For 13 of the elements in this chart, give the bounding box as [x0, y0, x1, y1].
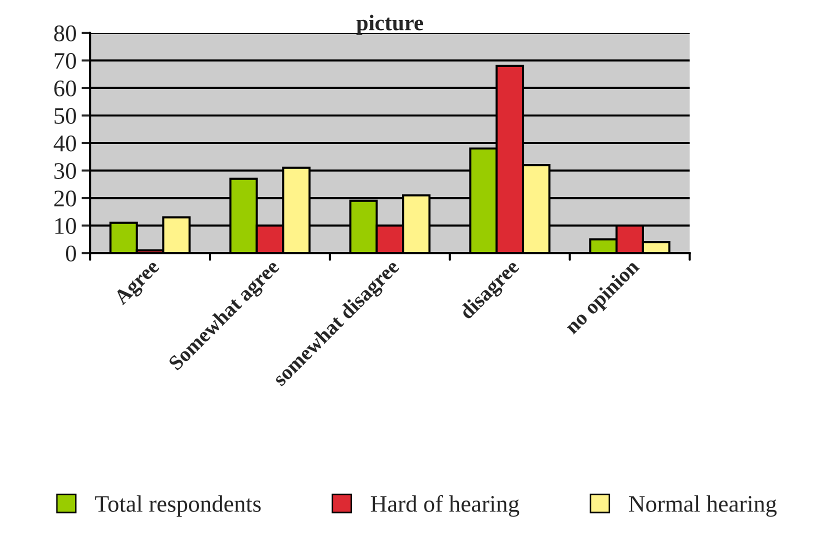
legend-label: Normal hearing	[628, 495, 777, 517]
y-tick-label: 40	[54, 136, 76, 152]
legend-label: Hard of hearing	[370, 495, 520, 517]
y-tick-label: 60	[54, 80, 76, 96]
legend-label: Total respondents	[95, 495, 261, 517]
y-tick-label: 50	[54, 108, 76, 124]
chart-title: picture	[356, 14, 424, 35]
y-tick-label: 80	[54, 25, 76, 42]
y-tick-label: 70	[54, 52, 76, 69]
y-tick-label: 0	[66, 246, 76, 262]
y-tick-label: 30	[54, 163, 76, 179]
y-tick-label: 10	[55, 218, 76, 234]
y-tick-label: 20	[54, 190, 76, 206]
